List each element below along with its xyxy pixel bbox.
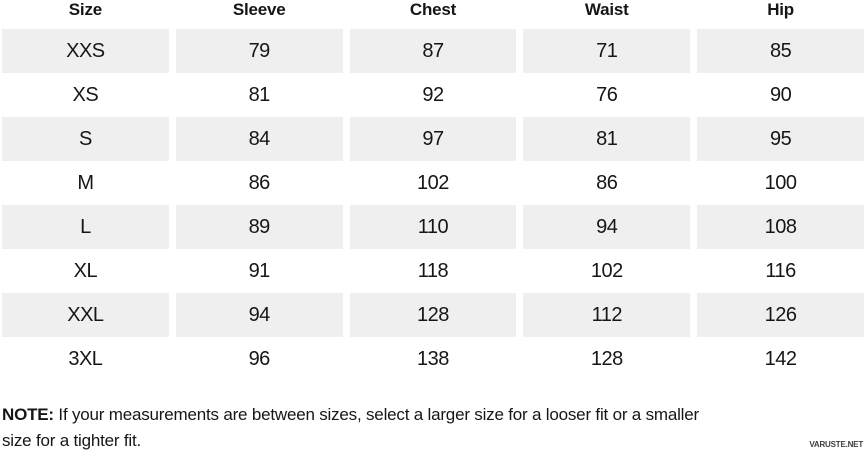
measurement-cell: 81 [523,117,691,161]
watermark-logo: VARUSTE.NET [809,440,863,449]
column-header-chest: Chest [409,0,457,19]
measurement-cell: 92 [422,83,444,106]
table-row: 3XL 96 138 128 142 [0,337,864,381]
note-line2: size for a tighter fit. [2,431,142,450]
column-header-sleeve: Sleeve [232,0,286,19]
measurement-cell: 76 [596,83,618,106]
measurement-cell: 118 [417,259,449,282]
measurement-cell: 81 [248,83,271,106]
size-chart-table: Size Sleeve Chest Waist Hip XXS 79 87 71 85 X… [0,0,864,381]
measurement-cell: 128 [590,347,623,370]
table-row: M 86 102 86 100 [0,161,864,205]
measurement-cell: 100 [764,171,797,194]
column-header-size: Size [68,0,102,19]
size-cell: XXL [2,293,169,337]
measurement-cell: 90 [769,83,792,106]
measurement-cell: 108 [697,205,864,249]
measurement-cell: 84 [175,117,343,161]
measurement-cell: 126 [697,293,864,337]
sizing-note: NOTE: If your measurements are between s… [2,402,747,453]
measurement-cell: 102 [417,171,449,194]
column-header-waist: Waist [584,0,629,19]
measurement-cell: 87 [349,29,517,73]
measurement-cell: 102 [590,259,623,282]
measurement-cell: 97 [349,117,517,161]
column-header-hip: Hip [767,0,794,19]
size-cell: 3XL [68,347,103,370]
note-label: NOTE: [2,405,54,424]
size-cell: M [77,171,94,194]
table-row: XXS 79 87 71 85 [0,29,864,73]
table-row: XS 81 92 76 90 [0,73,864,117]
table-header-row: Size Sleeve Chest Waist Hip [0,0,864,29]
measurement-cell: 85 [697,29,864,73]
measurement-cell: 86 [248,171,271,194]
table-body: XXS 79 87 71 85 XS 81 92 76 90 S 84 97 81 95 M 86 102 86 10… [0,29,864,381]
table-row: S 84 97 81 95 [0,117,864,161]
measurement-cell: 110 [349,205,517,249]
table-row: XXL 94 128 112 126 [0,293,864,337]
size-cell: XS [72,83,99,106]
measurement-cell: 89 [175,205,343,249]
measurement-cell: 138 [417,347,449,370]
table-row: L 89 110 94 108 [0,205,864,249]
measurement-cell: 94 [175,293,343,337]
size-cell: L [2,205,169,249]
measurement-cell: 94 [523,205,691,249]
measurement-cell: 128 [349,293,517,337]
measurement-cell: 112 [523,293,691,337]
measurement-cell: 96 [248,347,271,370]
measurement-cell: 91 [248,259,271,282]
note-line1: If your measurements are between sizes, … [58,405,699,424]
measurement-cell: 142 [764,347,797,370]
size-cell: S [2,117,169,161]
measurement-cell: 95 [697,117,864,161]
measurement-cell: 79 [175,29,343,73]
table-row: XL 91 118 102 116 [0,249,864,293]
measurement-cell: 86 [596,171,618,194]
size-cell: XXS [2,29,169,73]
size-cell: XL [73,259,98,282]
measurement-cell: 116 [765,259,796,282]
measurement-cell: 71 [523,29,691,73]
